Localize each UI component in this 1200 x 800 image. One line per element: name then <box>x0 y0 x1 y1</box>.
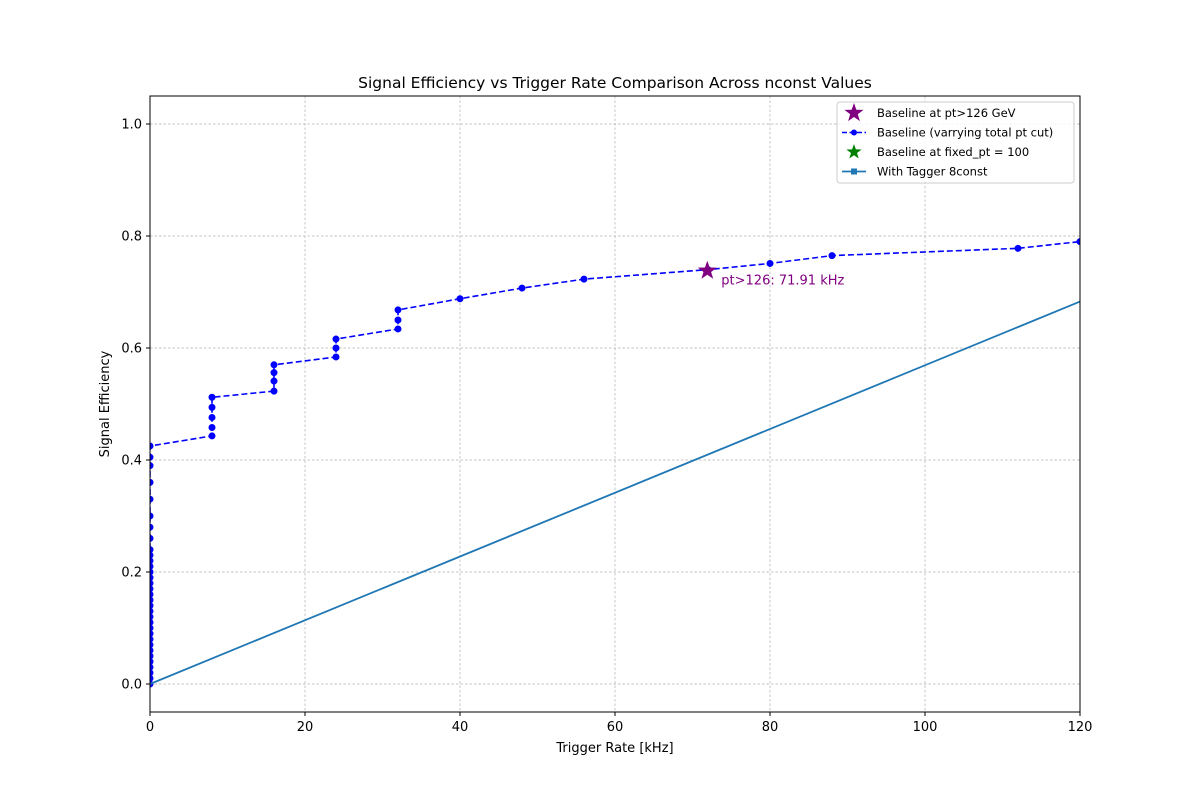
x-tick-label: 0 <box>146 720 154 735</box>
baseline-point <box>456 295 464 303</box>
x-tick-label: 60 <box>607 720 624 735</box>
baseline-point <box>150 641 154 649</box>
baseline-point <box>150 462 154 470</box>
annotation-pt126: pt>126: 71.91 kHz <box>721 274 844 289</box>
x-tick-label: 20 <box>297 720 314 735</box>
axis-ticks: 0 20 40 60 80 100 120 0.0 0.2 0.4 0.6 0.8 1.0 <box>121 118 1092 736</box>
baseline-point <box>150 442 154 450</box>
x-tick-label: 100 <box>913 720 938 735</box>
baseline-point <box>150 596 154 604</box>
baseline-point <box>150 551 154 559</box>
x-axis-label: Trigger Rate [kHz] <box>555 741 673 756</box>
legend-star-green-icon <box>846 144 862 159</box>
baseline-point <box>394 325 402 333</box>
baseline-point <box>270 377 278 385</box>
baseline-point <box>332 335 340 343</box>
baseline-point <box>208 432 216 440</box>
baseline-point <box>208 393 216 401</box>
baseline-point <box>150 557 154 565</box>
series-tagger-line <box>150 300 1080 685</box>
baseline-point <box>150 613 154 621</box>
baseline-point <box>150 534 154 542</box>
baseline-point <box>580 275 588 283</box>
baseline-point <box>332 353 340 361</box>
baseline-point <box>270 361 278 369</box>
legend-star-purple-icon <box>844 103 864 122</box>
baseline-point <box>150 607 154 615</box>
baseline-point <box>150 630 154 638</box>
legend-entry-label: Baseline (varrying total pt cut) <box>877 126 1053 140</box>
baseline-point <box>518 284 526 292</box>
legend-entry-label: Baseline at pt>126 GeV <box>877 106 1016 120</box>
baseline-point <box>150 574 154 582</box>
baseline-point <box>150 658 154 666</box>
baseline-point <box>270 369 278 377</box>
x-tick-label: 120 <box>1068 720 1093 735</box>
baseline-point <box>208 413 216 421</box>
legend-entry-label: Baseline at fixed_pt = 100 <box>877 145 1029 159</box>
baseline-point <box>150 646 154 654</box>
baseline-point <box>150 602 154 610</box>
baseline-point <box>208 424 216 432</box>
plot-clip-group <box>150 238 1080 688</box>
baseline-pt126-star <box>697 260 717 279</box>
baseline-point <box>150 568 154 576</box>
y-axis-label: Signal Efficiency <box>98 350 113 457</box>
baseline-point <box>150 453 154 461</box>
y-tick-label: 0.4 <box>121 454 142 469</box>
baseline-point <box>1014 244 1022 252</box>
baseline-point <box>150 635 154 643</box>
baseline-point <box>150 546 154 554</box>
legend-dot-icon <box>851 129 857 136</box>
legend: Baseline at pt>126 GeV Baseline (varrying… <box>836 101 1075 184</box>
baseline-point <box>394 316 402 324</box>
baseline-point <box>150 624 154 632</box>
legend-square-icon <box>851 168 857 175</box>
y-tick-label: 0.0 <box>121 678 142 693</box>
baseline-point <box>394 306 402 314</box>
baseline-point <box>150 618 154 626</box>
baseline-point <box>150 579 154 587</box>
baseline-point <box>828 252 836 260</box>
baseline-point <box>150 562 154 570</box>
baseline-point <box>150 669 154 677</box>
legend-entry-label: With Tagger 8const <box>877 165 988 179</box>
baseline-point <box>150 590 154 598</box>
y-tick-label: 0.6 <box>121 342 142 357</box>
baseline-point <box>150 512 154 520</box>
chart-title: Signal Efficiency vs Trigger Rate Compar… <box>358 74 872 92</box>
baseline-point <box>150 652 154 660</box>
y-tick-label: 1.0 <box>121 118 142 133</box>
baseline-point <box>150 478 154 486</box>
y-tick-label: 0.8 <box>121 230 142 245</box>
baseline-point <box>332 344 340 352</box>
baseline-point <box>1076 238 1080 246</box>
plot-area: pt>126: 71.91 kHz <box>150 238 1080 688</box>
baseline-point <box>150 674 154 682</box>
x-tick-label: 80 <box>762 720 779 735</box>
baseline-point <box>766 259 774 267</box>
y-tick-label: 0.2 <box>121 566 142 581</box>
baseline-point <box>150 523 154 531</box>
baseline-point <box>208 403 216 411</box>
baseline-point <box>150 663 154 671</box>
baseline-point <box>150 585 154 593</box>
legend-box <box>836 101 1075 184</box>
baseline-point <box>150 495 154 503</box>
x-tick-label: 40 <box>452 720 469 735</box>
baseline-point <box>270 387 278 395</box>
